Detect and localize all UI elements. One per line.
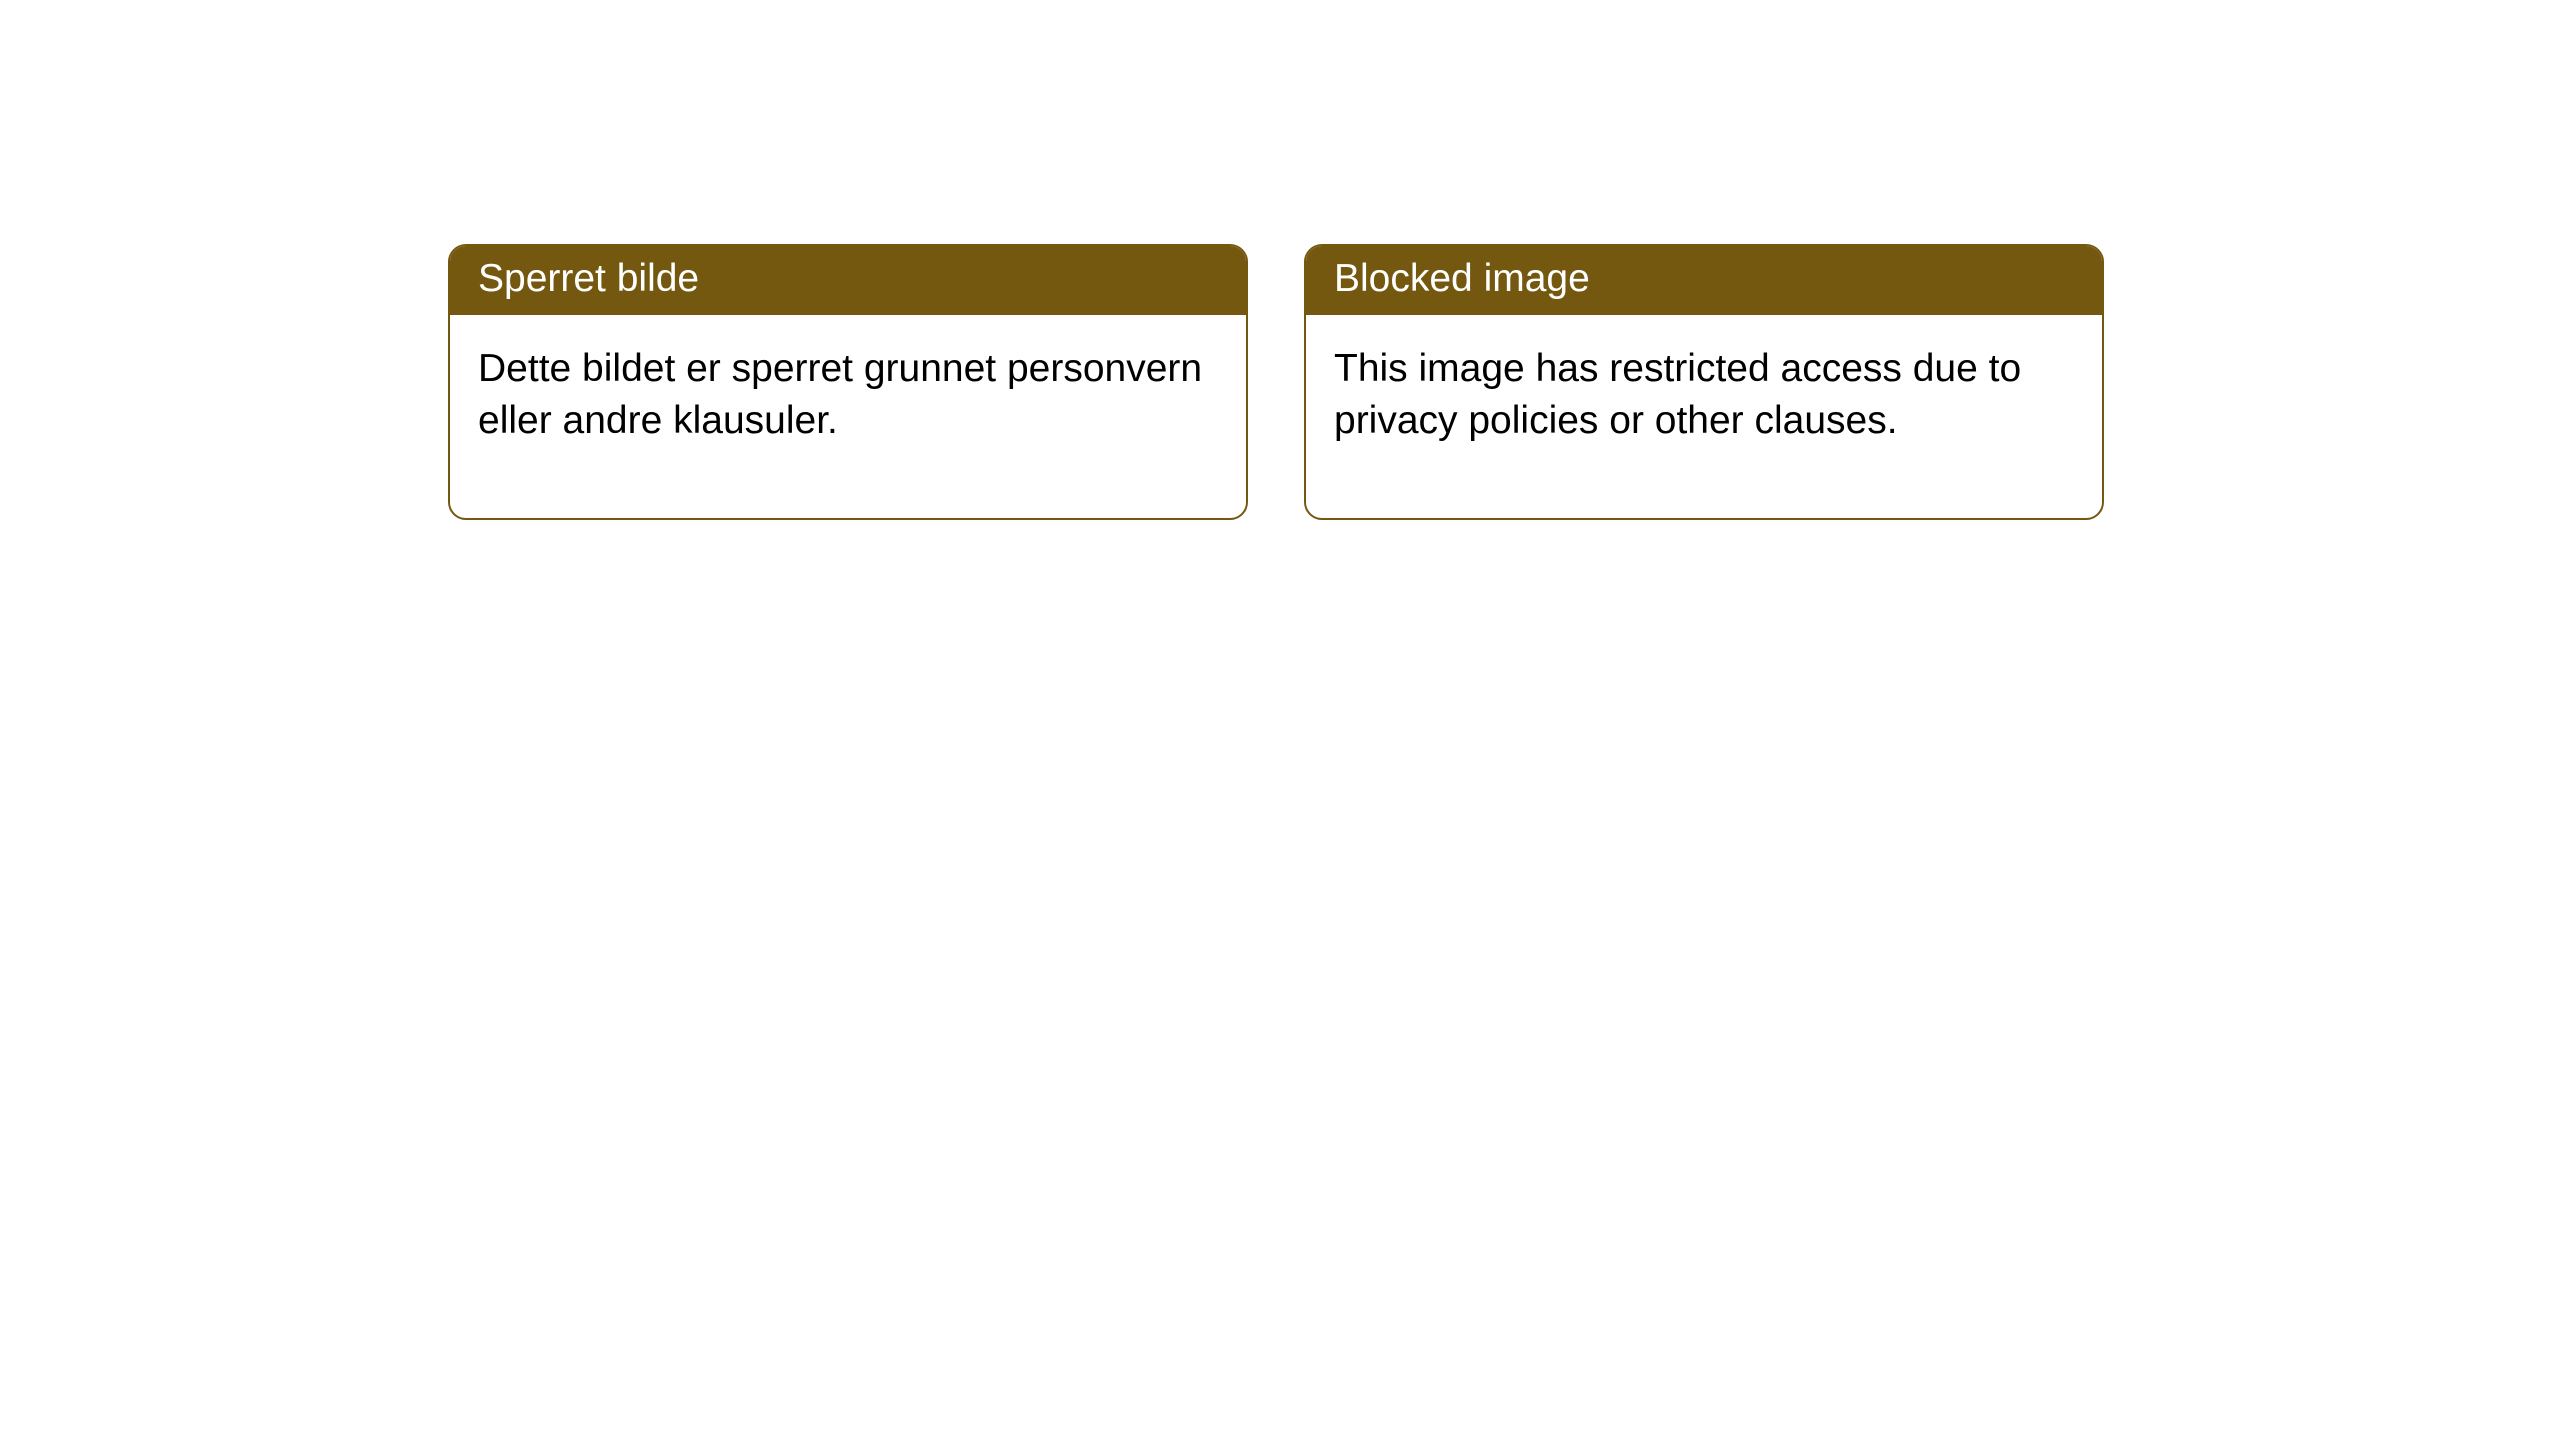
card-body-no: Dette bildet er sperret grunnet personve… xyxy=(450,315,1246,518)
notice-container: Sperret bilde Dette bildet er sperret gr… xyxy=(0,0,2560,520)
card-title-no: Sperret bilde xyxy=(478,257,699,300)
card-body-text-no: Dette bildet er sperret grunnet personve… xyxy=(478,347,1202,443)
card-header-en: Blocked image xyxy=(1306,246,2102,315)
blocked-image-card-no: Sperret bilde Dette bildet er sperret gr… xyxy=(448,244,1248,520)
card-header-no: Sperret bilde xyxy=(450,246,1246,315)
blocked-image-card-en: Blocked image This image has restricted … xyxy=(1304,244,2104,520)
card-title-en: Blocked image xyxy=(1334,257,1590,300)
card-body-text-en: This image has restricted access due to … xyxy=(1334,347,2021,443)
card-body-en: This image has restricted access due to … xyxy=(1306,315,2102,518)
